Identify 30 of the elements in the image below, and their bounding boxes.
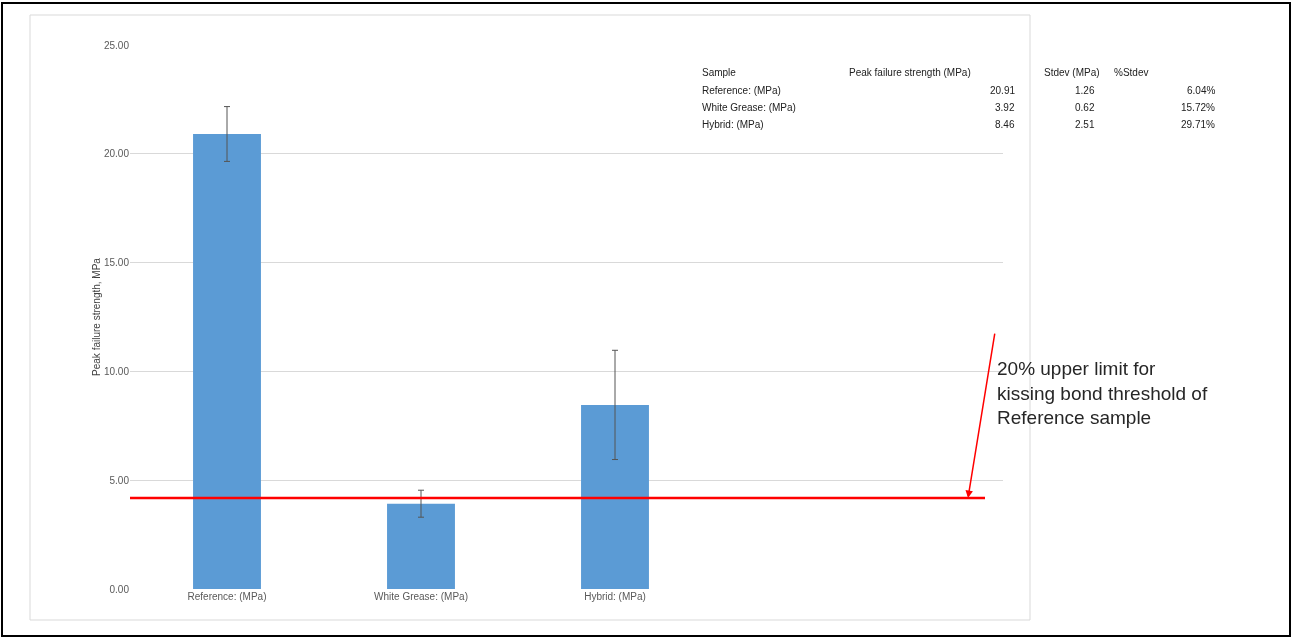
x-tick-label: Hybrid: (MPa) [584, 591, 646, 602]
ref-line-label: 20% upper limit for kissing bond threshold of Reference sample [997, 358, 1208, 429]
bar [581, 404, 649, 589]
text: 20.91 [990, 85, 1016, 96]
text: 29.71% [1181, 119, 1216, 130]
x-tick-label: Reference: (MPa) [187, 591, 267, 602]
annotation: White Grease: (MPa) [702, 102, 796, 113]
text: Stdev (MPa) [1044, 67, 1100, 78]
text: 8.46 [995, 119, 1015, 130]
y-tick-label: 0.00 [109, 583, 130, 595]
text: 15.72% [1181, 102, 1216, 113]
annotation: Sample [702, 67, 737, 78]
y-tick-label: 10.00 [103, 365, 130, 377]
text: Peak failure strength (MPa) [849, 67, 971, 78]
text: 1.26 [1075, 85, 1095, 96]
y-tick-label: 15.00 [103, 257, 130, 269]
y-axis-title: Peak failure strength, MPa [90, 257, 102, 376]
bar [387, 503, 455, 589]
y-tick-label: 5.00 [109, 474, 130, 486]
annotation: Hybrid: (MPa) [702, 119, 764, 130]
y-tick-label: 20.00 [103, 148, 130, 160]
text: 6.04% [1187, 85, 1216, 96]
bar [193, 134, 261, 589]
x-tick-label: White Grease: (MPa) [374, 591, 468, 602]
text: 2.51 [1075, 119, 1095, 130]
text: 0.62 [1075, 102, 1095, 113]
y-tick-label: 25.00 [103, 39, 130, 51]
text: %Stdev [1114, 67, 1149, 78]
text: 3.92 [995, 102, 1015, 113]
annotation: Reference: (MPa) [702, 85, 781, 96]
